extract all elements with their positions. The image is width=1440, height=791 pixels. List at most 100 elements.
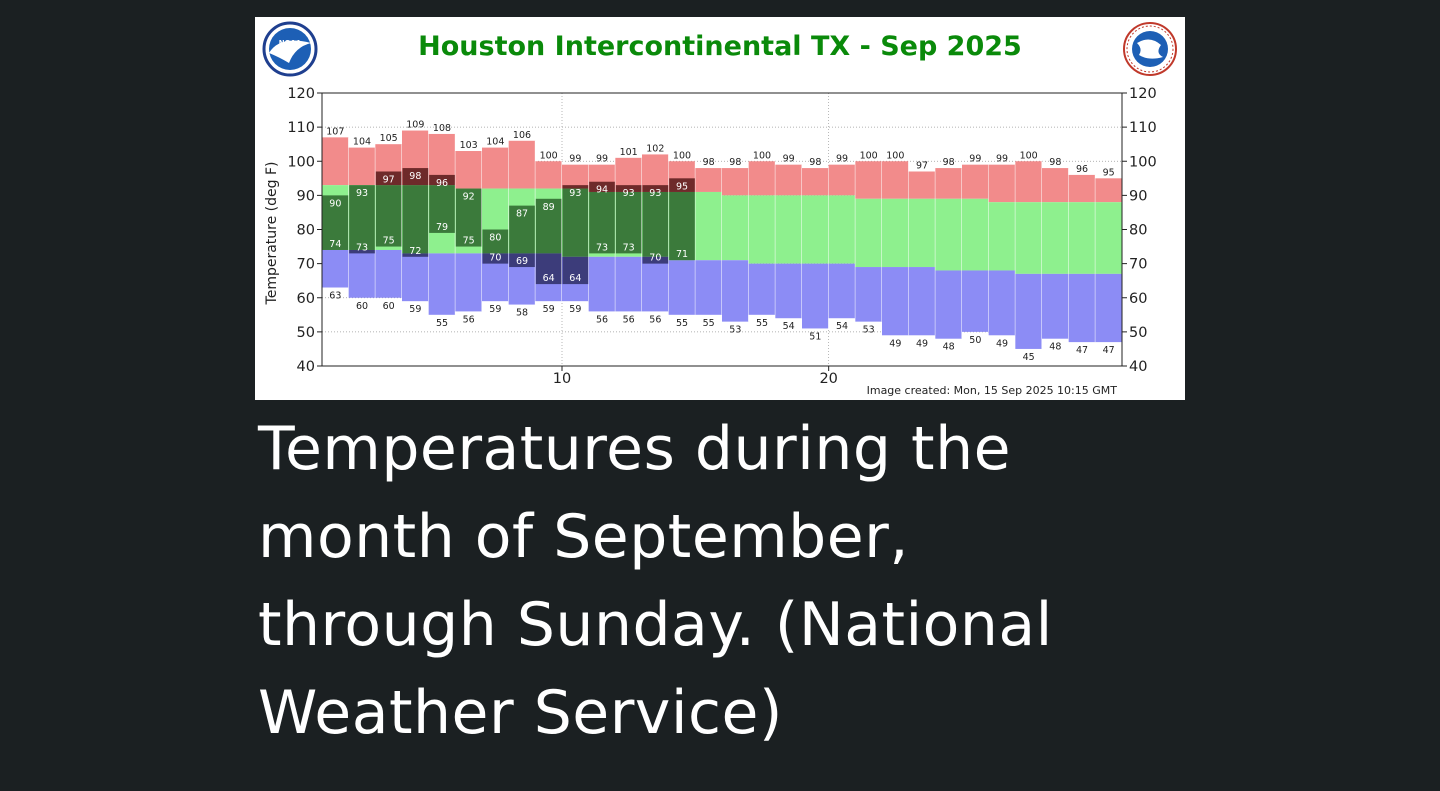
observed-low-label: 75 — [383, 236, 395, 247]
record-high-label: 99 — [783, 154, 795, 165]
y-tick-label: 80 — [297, 223, 315, 239]
observed-bar — [402, 185, 429, 254]
record-high-label: 109 — [406, 120, 424, 131]
observed-low-label: 73 — [623, 242, 635, 253]
observed-high-label: 94 — [596, 185, 608, 196]
normal-range-bar — [935, 198, 962, 271]
record-high-label: 98 — [703, 157, 715, 168]
record-low-bar — [588, 256, 616, 312]
observed-high-label: 98 — [409, 171, 421, 182]
temperature-chart: NOAA Houston Intercontinental TX - Sep 2… — [262, 21, 1177, 397]
record-low-label: 59 — [569, 304, 581, 315]
record-low-bar — [1015, 273, 1042, 349]
observed-high-label: 95 — [676, 181, 688, 192]
record-high-bar — [348, 147, 376, 186]
record-low-bar — [668, 260, 696, 315]
record-high-label: 104 — [353, 137, 371, 148]
observed-below-normal-bar — [562, 256, 589, 285]
y-tick-label: 70 — [297, 257, 315, 273]
record-low-label: 50 — [969, 335, 981, 346]
record-low-label: 55 — [703, 318, 715, 329]
record-low-label: 47 — [1076, 345, 1088, 356]
record-high-bar — [1095, 178, 1122, 203]
record-low-label: 58 — [516, 308, 528, 319]
observed-low-label: 79 — [436, 222, 448, 233]
record-low-bar — [882, 267, 909, 336]
record-low-bar — [962, 270, 989, 332]
record-high-label: 98 — [943, 157, 955, 168]
record-high-label: 103 — [460, 140, 478, 151]
y-tick-label-right: 120 — [1129, 86, 1157, 102]
observed-high-label: 92 — [463, 192, 475, 203]
observed-below-normal-bar — [482, 253, 509, 264]
record-low-bar — [428, 253, 456, 315]
record-low-label: 59 — [489, 304, 501, 315]
record-low-label: 60 — [356, 301, 368, 312]
y-tick-label-right: 60 — [1129, 291, 1147, 307]
record-high-bar — [882, 161, 909, 199]
record-high-label: 95 — [1103, 167, 1115, 178]
observed-bar — [455, 188, 482, 247]
observed-bar — [482, 229, 509, 254]
observed-high-label: 89 — [543, 202, 555, 213]
observed-bar — [562, 188, 589, 257]
y-tick-label-right: 90 — [1129, 188, 1147, 204]
record-high-bar — [1015, 161, 1042, 203]
normal-range-bar — [855, 198, 882, 268]
record-high-bar — [535, 161, 562, 189]
observed-bar — [509, 205, 535, 254]
x-tick-label: 20 — [819, 371, 837, 387]
record-low-label: 56 — [623, 314, 635, 325]
record-low-bar — [402, 253, 429, 302]
y-tick-label-right: 100 — [1129, 154, 1157, 170]
record-high-bar — [1042, 168, 1069, 203]
record-low-bar — [1095, 273, 1122, 343]
record-high-bar — [508, 140, 536, 189]
record-high-label: 99 — [569, 154, 581, 165]
observed-high-label: 90 — [329, 198, 341, 209]
observed-low-label: 73 — [356, 242, 368, 253]
observed-bar — [322, 195, 349, 250]
normal-range-bar — [1095, 202, 1122, 274]
record-high-label: 99 — [969, 154, 981, 165]
normal-range-bar — [1015, 202, 1042, 274]
record-high-label: 100 — [540, 150, 558, 161]
record-low-label: 55 — [756, 318, 768, 329]
y-tick-label: 50 — [297, 325, 315, 341]
record-low-label: 49 — [916, 338, 928, 349]
record-high-label: 100 — [673, 150, 691, 161]
normal-range-bar — [988, 202, 1016, 271]
caption: Temperatures during the month of Septemb… — [258, 414, 1053, 748]
observed-low-label: 64 — [569, 273, 581, 284]
record-low-label: 56 — [649, 314, 661, 325]
normal-range-bar — [908, 198, 936, 268]
record-high-label: 107 — [326, 126, 344, 137]
normal-range-bar — [882, 198, 909, 268]
observed-high-label: 80 — [489, 233, 501, 244]
observed-low-label: 70 — [489, 253, 501, 264]
record-high-label: 100 — [1020, 150, 1038, 161]
record-high-bar — [775, 164, 802, 196]
observed-bar — [669, 191, 695, 261]
observed-low-label: 73 — [596, 242, 608, 253]
record-low-bar — [642, 256, 669, 312]
chart-title: Houston Intercontinental TX - Sep 2025 — [418, 31, 1022, 62]
record-high-label: 102 — [646, 143, 664, 154]
record-low-label: 63 — [329, 291, 341, 302]
observed-above-normal-bar — [615, 185, 642, 192]
y-tick-label: 60 — [297, 291, 315, 307]
record-low-bar — [775, 263, 802, 319]
y-tick-label-right: 80 — [1129, 223, 1147, 239]
observed-bar — [589, 191, 615, 254]
observed-above-normal-bar — [375, 171, 402, 186]
x-tick-label: 10 — [553, 371, 571, 387]
record-high-label: 98 — [1049, 157, 1061, 168]
record-low-bar — [348, 249, 376, 298]
record-low-label: 54 — [783, 321, 795, 332]
normal-range-bar — [775, 195, 802, 264]
record-high-label: 104 — [486, 137, 504, 148]
observed-above-normal-bar — [642, 185, 669, 192]
y-tick-label-right: 50 — [1129, 325, 1147, 341]
record-low-bar — [455, 253, 482, 312]
record-low-bar — [935, 270, 962, 339]
